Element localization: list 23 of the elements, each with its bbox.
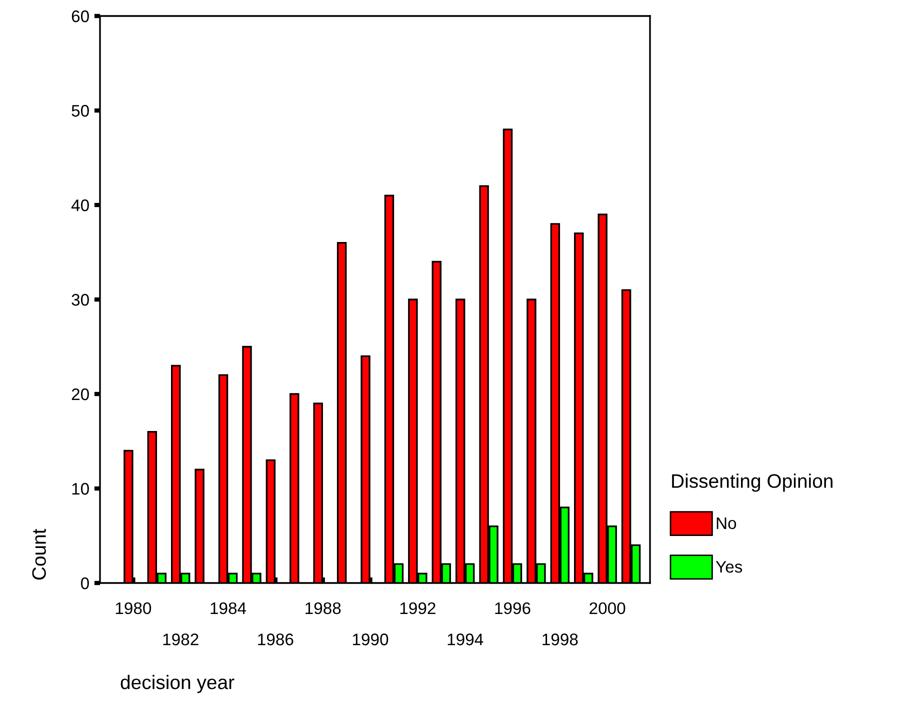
y-tick-label: 60	[72, 10, 89, 22]
x-tick-label: 1988	[306, 602, 341, 614]
x-tick-label: 1992	[400, 602, 436, 614]
x-tick-label: 1998	[542, 634, 578, 646]
y-tick-label: 20	[72, 388, 89, 400]
x-tick-label: 1996	[495, 602, 530, 614]
legend-label: Yes	[716, 561, 742, 573]
x-tick-label: 1986	[258, 634, 294, 646]
x-tick-label: 1990	[352, 634, 388, 646]
x-tick-label: 1994	[448, 634, 484, 646]
y-tick-label: 40	[71, 199, 89, 212]
y-tick-label: 50	[72, 104, 89, 117]
y-tick-label: 30	[72, 294, 89, 306]
legend-label: No	[716, 517, 736, 530]
x-tick-label: 1982	[163, 634, 198, 646]
x-tick-label: 2000	[590, 602, 626, 614]
y-axis-title: Count	[32, 528, 46, 580]
y-tick-label: 0	[80, 577, 89, 590]
x-axis-title: decision year	[120, 674, 234, 694]
legend-title: Dissenting Opinion	[672, 474, 832, 492]
y-tick-label: 10	[72, 482, 89, 495]
x-tick-label: 1980	[116, 602, 152, 614]
x-tick-label: 1984	[210, 602, 246, 614]
